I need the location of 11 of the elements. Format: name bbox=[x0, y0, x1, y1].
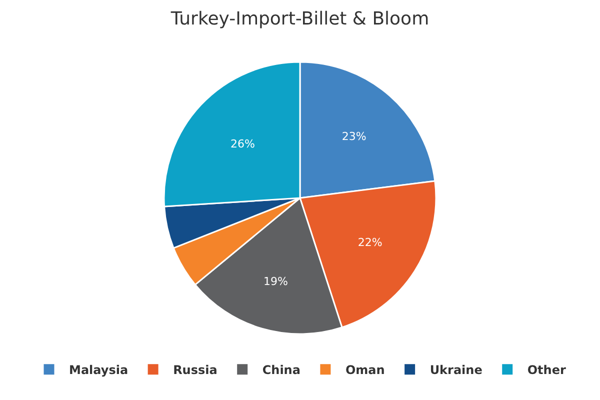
legend-label: Malaysia bbox=[69, 363, 128, 378]
legend-label: Oman bbox=[345, 363, 385, 378]
legend-label: Russia bbox=[173, 363, 218, 378]
legend-label: China bbox=[262, 363, 300, 378]
data-label: 19% bbox=[263, 275, 288, 288]
data-label: 26% bbox=[230, 138, 255, 151]
data-label: 22% bbox=[358, 236, 382, 250]
legend-label: Ukraine bbox=[430, 363, 482, 378]
chart-title: Turkey-Import-Billet & Bloom bbox=[170, 8, 430, 30]
legend-label: Other bbox=[527, 363, 566, 378]
data-label: 23% bbox=[342, 130, 366, 144]
